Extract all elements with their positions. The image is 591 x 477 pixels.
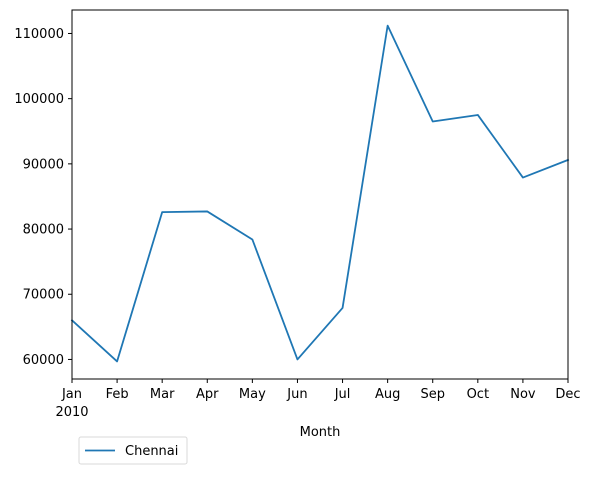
x-axis-label: Month (300, 425, 341, 440)
x-tick-label-jan: Jan (61, 387, 82, 402)
legend: Chennai (79, 437, 187, 464)
x-tick-label-feb: Feb (106, 387, 129, 402)
y-tick-label-90000: 90000 (23, 157, 64, 172)
x-tick-label-oct: Oct (467, 387, 489, 402)
x-tick-label-may: May (239, 387, 266, 402)
x-tick-label-jun: Jun (286, 387, 307, 402)
legend-label-chennai: Chennai (125, 444, 178, 459)
y-tick-label-80000: 80000 (23, 223, 64, 238)
x-tick-label-dec: Dec (555, 387, 580, 402)
y-tick-label-110000: 110000 (14, 27, 64, 42)
x-tick-label-nov: Nov (510, 387, 536, 402)
x-tick-label-sep: Sep (420, 387, 445, 402)
x-year-label: 2010 (55, 405, 88, 420)
y-tick-label-100000: 100000 (14, 92, 64, 107)
x-tick-label-jul: Jul (334, 387, 351, 402)
x-tick-label-apr: Apr (196, 387, 219, 402)
x-tick-label-mar: Mar (150, 387, 175, 402)
x-tick-label-aug: Aug (375, 387, 400, 402)
y-tick-label-70000: 70000 (23, 288, 64, 303)
y-tick-label-60000: 60000 (23, 353, 64, 368)
